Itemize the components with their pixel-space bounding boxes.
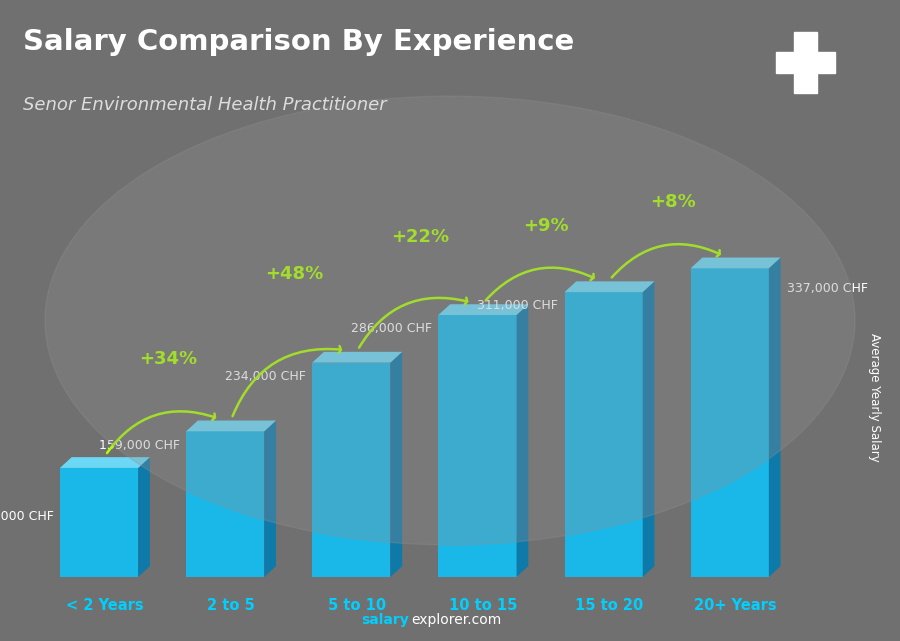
Bar [776, 52, 835, 73]
Text: 119,000 CHF: 119,000 CHF [0, 510, 54, 524]
Text: 10 to 15: 10 to 15 [449, 598, 518, 613]
Polygon shape [438, 304, 528, 315]
Polygon shape [186, 420, 276, 431]
Text: Salary Comparison By Experience: Salary Comparison By Experience [23, 28, 574, 56]
Text: 15 to 20: 15 to 20 [575, 598, 644, 613]
Polygon shape [564, 281, 654, 292]
Text: 311,000 CHF: 311,000 CHF [477, 299, 558, 312]
Text: Average Yearly Salary: Average Yearly Salary [868, 333, 881, 462]
Text: +48%: +48% [265, 265, 323, 283]
Bar [186, 431, 265, 577]
Bar [312, 363, 391, 577]
Text: 2 to 5: 2 to 5 [207, 598, 255, 613]
Text: salary: salary [362, 613, 410, 627]
Bar [690, 269, 769, 577]
Polygon shape [643, 281, 654, 577]
Polygon shape [265, 420, 276, 577]
Polygon shape [60, 457, 150, 468]
Text: +22%: +22% [392, 228, 449, 246]
Text: 234,000 CHF: 234,000 CHF [225, 370, 306, 383]
Text: 337,000 CHF: 337,000 CHF [787, 282, 868, 295]
Text: +8%: +8% [650, 193, 696, 211]
Bar [794, 32, 817, 93]
Text: 5 to 10: 5 to 10 [328, 598, 386, 613]
Text: Senor Environmental Health Practitioner: Senor Environmental Health Practitioner [23, 96, 387, 114]
Polygon shape [139, 457, 150, 577]
Bar [438, 315, 517, 577]
Text: 159,000 CHF: 159,000 CHF [99, 438, 180, 452]
Ellipse shape [45, 96, 855, 545]
Polygon shape [312, 352, 402, 363]
Polygon shape [517, 304, 528, 577]
Text: 20+ Years: 20+ Years [694, 598, 777, 613]
Bar [564, 292, 643, 577]
Text: +34%: +34% [139, 349, 197, 367]
Bar [60, 468, 139, 577]
Text: 286,000 CHF: 286,000 CHF [351, 322, 432, 335]
Polygon shape [391, 352, 402, 577]
Text: +9%: +9% [524, 217, 569, 235]
Polygon shape [769, 258, 780, 577]
Polygon shape [690, 258, 780, 269]
Text: < 2 Years: < 2 Years [66, 598, 144, 613]
Text: explorer.com: explorer.com [411, 613, 501, 627]
